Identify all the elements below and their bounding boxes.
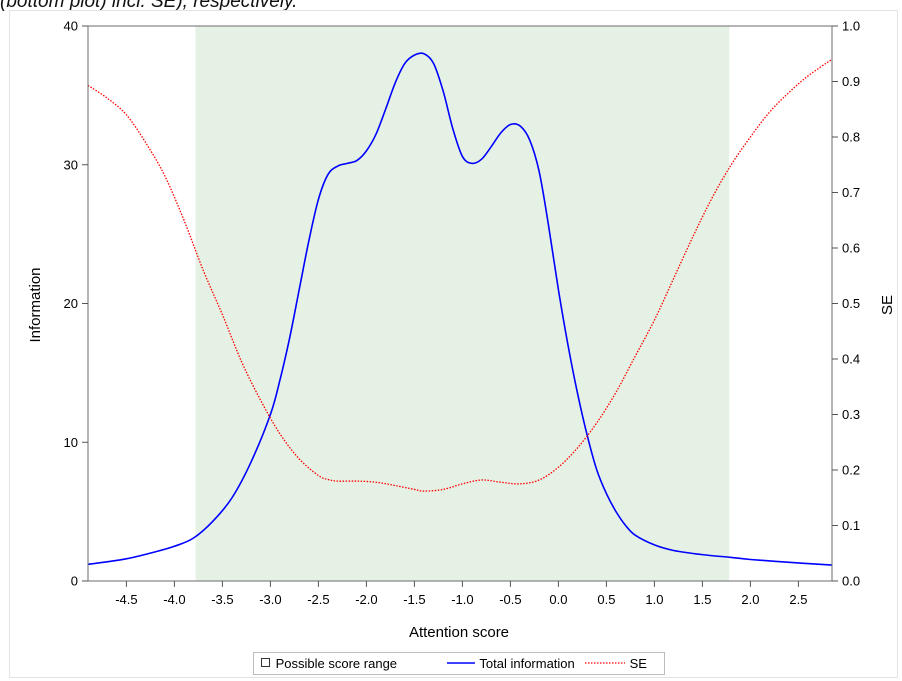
y-axis-title-left: Information: [27, 267, 44, 342]
x-tick-label: -0.5: [499, 592, 521, 607]
legend-item-se: SE: [584, 656, 647, 671]
x-tick-label: -2.5: [307, 592, 329, 607]
legend: Possible score range Total information S…: [253, 652, 665, 675]
y-right-tick-label: 0.1: [842, 518, 860, 533]
x-tick-label: 1.5: [693, 592, 711, 607]
legend-item-score-range: Possible score range: [260, 656, 397, 671]
y-right-tick-label: 0.6: [842, 241, 860, 256]
legend-label-se: SE: [629, 656, 647, 671]
y-left-tick-label: 10: [64, 435, 78, 450]
legend-dotted-line-icon: [585, 662, 625, 664]
chart-frame: [9, 10, 898, 678]
y-left-tick-label: 0: [71, 574, 78, 589]
legend-item-total-information: Total information: [446, 656, 575, 671]
legend-square-icon: [261, 658, 270, 667]
legend-label-total-information: Total information: [479, 656, 575, 671]
legend-solid-line-icon: [447, 662, 475, 664]
y-left-tick-label: 30: [64, 157, 78, 172]
x-tick-label: 1.0: [645, 592, 663, 607]
y-right-tick-label: 0.5: [842, 296, 860, 311]
y-right-tick-label: 0.4: [842, 352, 860, 367]
figure-caption: (bottom plot) incl. SE), respectively.: [0, 0, 298, 12]
x-tick-label: 0.5: [597, 592, 615, 607]
x-tick-label: 2.5: [789, 592, 807, 607]
x-tick-label: 0.0: [549, 592, 567, 607]
x-tick-label: -1.5: [403, 592, 425, 607]
x-tick-label: -4.5: [115, 592, 137, 607]
legend-label-score-range: Possible score range: [275, 656, 398, 671]
y-right-tick-label: 1.0: [842, 19, 860, 34]
x-tick-label: 2.0: [741, 592, 759, 607]
y-right-tick-label: 0.7: [842, 185, 860, 200]
x-tick-label: -2.0: [355, 592, 377, 607]
y-left-tick-label: 20: [64, 296, 78, 311]
y-right-tick-label: 0.3: [842, 407, 860, 422]
y-right-tick-label: 0.9: [842, 74, 860, 89]
x-tick-label: -1.0: [451, 592, 473, 607]
y-right-tick-label: 0.8: [842, 130, 860, 145]
y-left-tick-label: 40: [64, 19, 78, 34]
y-right-tick-label: 0.2: [842, 463, 860, 478]
series-line-total-information: [87, 52, 833, 566]
y-axis-title-right: SE: [879, 295, 896, 315]
x-axis-title: Attention score: [409, 624, 509, 641]
score-range-band: [195, 26, 730, 581]
x-tick-label: -3.5: [211, 592, 233, 607]
x-tick-label: -3.0: [259, 592, 281, 607]
x-tick-label: -4.0: [163, 592, 185, 607]
y-right-tick-label: 0.0: [842, 574, 860, 589]
